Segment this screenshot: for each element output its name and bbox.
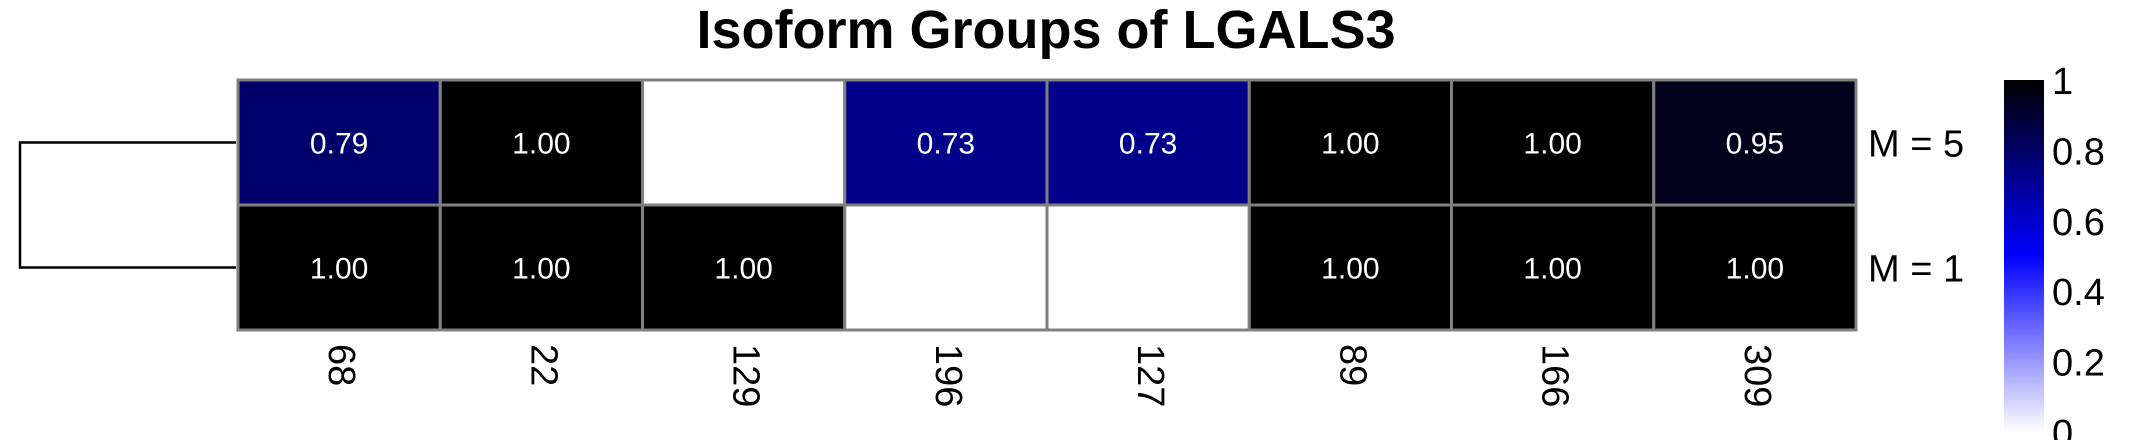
heatmap-cells: 0.79 1.00 0.73 0.73 1.00 1.00 0.95 1.00 1.00 1.00… bbox=[236, 78, 1858, 332]
dendrogram-branch bbox=[18, 141, 236, 269]
cell-value-label: 0.73 bbox=[917, 128, 975, 161]
column-labels: 68 22 129 196 127 89 166 309 bbox=[320, 344, 1778, 407]
cell-value-label: 1.00 bbox=[1726, 253, 1784, 286]
legend-tick-label: 1 bbox=[2052, 61, 2073, 103]
heatmap-cell bbox=[1652, 203, 1858, 332]
row-dendrogram bbox=[18, 141, 236, 269]
row-label: M = 5 bbox=[1868, 124, 1964, 166]
column-label: 129 bbox=[725, 344, 767, 407]
cell-value-label: 0.95 bbox=[1726, 128, 1784, 161]
column-label: 89 bbox=[1331, 344, 1373, 386]
heatmap-cell bbox=[1045, 203, 1251, 332]
column-label: 309 bbox=[1736, 344, 1778, 407]
column-label: 68 bbox=[320, 344, 362, 386]
legend-color-bar bbox=[2004, 80, 2044, 432]
heatmap-cell bbox=[438, 203, 644, 332]
legend-tick-label: 0.4 bbox=[2052, 272, 2105, 314]
chart-title: Isoform Groups of LGALS3 bbox=[696, 0, 1395, 60]
cell-value-label: 1.00 bbox=[512, 253, 570, 286]
cell-value-label: 0.79 bbox=[310, 128, 368, 161]
legend-tick-label: 0 bbox=[2052, 413, 2073, 440]
legend-tick-label: 0.8 bbox=[2052, 131, 2105, 173]
cell-value-label: 0.73 bbox=[1119, 128, 1177, 161]
heatmap-cell bbox=[236, 78, 442, 207]
heatmap-cell bbox=[843, 78, 1049, 207]
heatmap-cell bbox=[1450, 203, 1656, 332]
cell-value-label: 1.00 bbox=[1523, 253, 1581, 286]
heatmap-cell bbox=[236, 203, 442, 332]
column-label: 196 bbox=[927, 344, 969, 407]
cell-value-label: 1.00 bbox=[1321, 253, 1379, 286]
color-legend: 0 0.2 0.4 0.6 0.8 1 bbox=[2004, 61, 2105, 440]
heatmap-cell bbox=[843, 203, 1049, 332]
heatmap-cell bbox=[641, 78, 847, 207]
row-labels: M = 5 M = 1 bbox=[1868, 124, 1964, 291]
cell-value-label: 1.00 bbox=[512, 128, 570, 161]
legend-tick-label: 0.2 bbox=[2052, 343, 2105, 385]
heatmap-cell bbox=[1450, 78, 1656, 207]
cell-value-label: 1.00 bbox=[1321, 128, 1379, 161]
row-label: M = 1 bbox=[1868, 249, 1964, 291]
cell-value-label: 1.00 bbox=[1523, 128, 1581, 161]
heatmap-cell bbox=[641, 203, 847, 332]
cell-value-label: 1.00 bbox=[714, 253, 772, 286]
column-label: 166 bbox=[1534, 344, 1576, 407]
legend-tick-label: 0.6 bbox=[2052, 202, 2105, 244]
column-label: 22 bbox=[522, 344, 564, 386]
cell-value-label: 1.00 bbox=[310, 253, 368, 286]
heatmap-cell bbox=[438, 78, 644, 207]
column-label: 127 bbox=[1129, 344, 1171, 407]
